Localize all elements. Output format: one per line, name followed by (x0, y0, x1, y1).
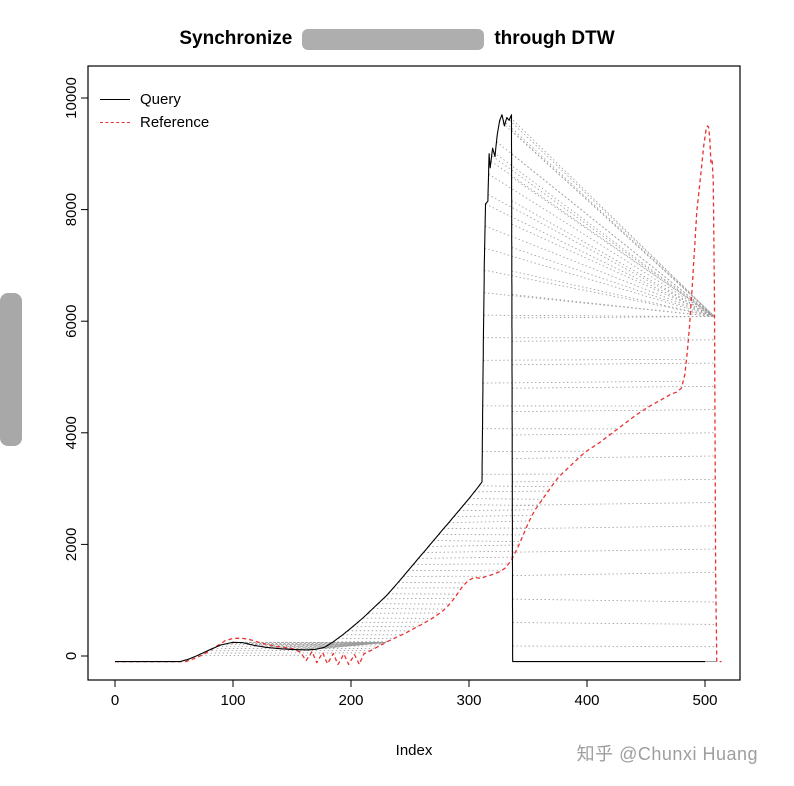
watermark: 知乎 @Chunxi Huang (576, 744, 758, 764)
legend-item-reference: Reference (100, 114, 209, 131)
legend-label-reference: Reference (140, 114, 210, 131)
x-axis-label: Index (395, 742, 433, 759)
legend-label-query: Query (140, 91, 181, 108)
svg-text:100: 100 (220, 692, 245, 709)
svg-text:10000: 10000 (63, 77, 80, 119)
svg-text:0: 0 (63, 652, 80, 660)
svg-text:6000: 6000 (63, 305, 80, 338)
svg-text:400: 400 (574, 692, 599, 709)
title-suffix: through DTW (494, 28, 615, 49)
svg-text:8000: 8000 (63, 193, 80, 226)
chart-legend: Query Reference (100, 91, 209, 131)
svg-text:2000: 2000 (63, 528, 80, 561)
svg-text:4000: 4000 (63, 416, 80, 449)
legend-item-query: Query (100, 91, 209, 108)
query-line-swatch (100, 99, 130, 100)
svg-text:500: 500 (692, 692, 717, 709)
svg-text:200: 200 (338, 692, 363, 709)
y-axis-label-redaction-box (0, 293, 22, 446)
chart-title: Synchronize through DTW (0, 28, 794, 50)
title-redaction-box (302, 28, 485, 50)
svg-text:0: 0 (111, 692, 119, 709)
title-prefix: Synchronize (179, 28, 293, 49)
svg-text:300: 300 (456, 692, 481, 709)
reference-line-swatch (100, 122, 130, 123)
